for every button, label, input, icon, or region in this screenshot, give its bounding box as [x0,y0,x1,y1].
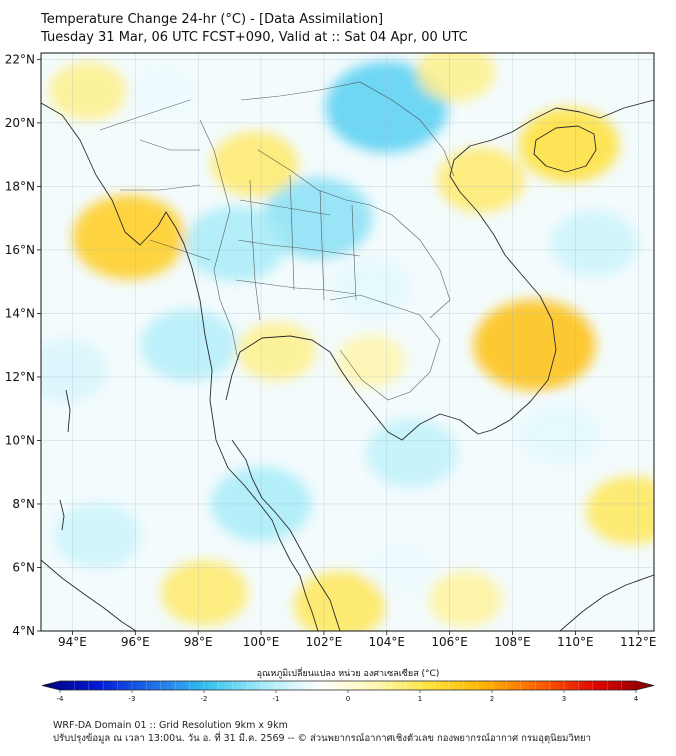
longitude-tick-label: 106°E [431,635,468,649]
map-subtitle: Tuesday 31 Mar, 06 UTC FCST+090, Valid a… [41,30,468,45]
cooling-area [263,177,373,259]
model-info: WRF-DA Domain 01 :: Grid Resolution 9km … [53,720,288,731]
longitude-tick-label: 94°E [58,635,87,649]
longitude-tick-label: 96°E [121,635,150,649]
warming-area [211,131,299,197]
warming-area [586,475,654,545]
colorbar-tick-label: -4 [57,695,65,703]
latitude-tick-label: 6°N [12,560,35,574]
map-frame [40,52,655,632]
cooling-area [520,404,599,464]
cooling-area [123,63,198,120]
warming-area [237,321,316,382]
hainan-island [533,125,597,173]
colorbar-tick-label: 0 [346,695,350,703]
border-cambodia [329,294,441,401]
province-boundaries [99,81,455,401]
warming-area [293,571,386,631]
colorbar-ticks: -4 -3 -2 -1 0 1 2 3 4 [57,690,639,703]
gulf-of-thailand-coast [225,99,654,441]
latitude-tick-label: 18°N [5,179,35,193]
colorbar-tick-label: 4 [634,695,639,703]
longitude-tick-label: 98°E [184,635,213,649]
longitude-tick-label: 112°E [620,635,657,649]
colorbar-tick-label: 2 [490,695,494,703]
latitude-tick-label: 22°N [5,52,35,66]
colorbar-step-lines [74,681,622,690]
update-credit: ปรับปรุงข้อมูล ณ เวลา 13:00น. วัน อ. ที่… [53,733,591,744]
latitude-tick-label: 10°N [5,433,35,447]
latitude-tick-label: 20°N [5,116,35,130]
warming-area [48,61,128,121]
andaman-islands [59,389,71,531]
cooling-area [331,258,411,318]
border-laos [257,149,451,319]
longitude-tick-label: 110°E [557,635,594,649]
colorbar-label: อุณหภูมิเปลี่ยนแปลง หน่วย องศาเซลเซียส (… [257,666,440,679]
cooling-area [53,502,142,569]
longitude-tick-label: 102°E [306,635,343,649]
colorbar-tick-label: -2 [201,695,208,703]
border-vietnam [391,99,455,177]
warming-area [428,571,503,628]
longitude-axis: 94°E 96°E 98°E 100°E 102°E 104°E 106°E 108°E 110… [58,631,657,649]
longitude-tick-label: 108°E [494,635,531,649]
colorbar-tick-label: 1 [418,695,422,703]
thai-provinces [235,174,361,321]
colorbar-tick-label: 3 [562,695,566,703]
cooling-area [140,309,237,382]
longitude-tick-label: 104°E [369,635,406,649]
latitude-tick-label: 14°N [5,306,35,320]
graticule [41,53,654,631]
warming-area [437,147,525,213]
warming-area [336,334,406,388]
borneo-coast [559,574,654,631]
latitude-axis: 22°N 20°N 18°N 16°N 14°N 12°N 10°N 8°N 6°N 4°N [5,52,41,638]
map-title: Temperature Change 24-hr (°C) - [Data As… [41,12,384,27]
cooling-area [185,205,287,282]
cooling-area [366,418,458,488]
longitude-tick-label: 100°E [243,635,280,649]
warming-area [416,53,496,102]
colorbar-tick-label: -3 [129,695,136,703]
warming-area [72,194,186,280]
cooling-area [41,339,108,402]
cooling-area [550,210,638,277]
china-boundary [240,81,393,101]
myanmar-provinces [99,99,211,261]
latitude-tick-label: 16°N [5,243,35,257]
latitude-tick-label: 12°N [5,370,35,384]
sumatra-coast [41,559,137,631]
warming-area [160,560,249,626]
colorbar-tick-label: -1 [273,695,280,703]
warming-area [473,299,596,391]
coastlines [41,99,654,631]
peninsula-east-coast [231,439,341,631]
border-myanmar-thailand [199,119,239,361]
latitude-tick-label: 4°N [12,624,35,638]
mainland-coastline [41,102,319,631]
latitude-tick-label: 8°N [12,497,35,511]
